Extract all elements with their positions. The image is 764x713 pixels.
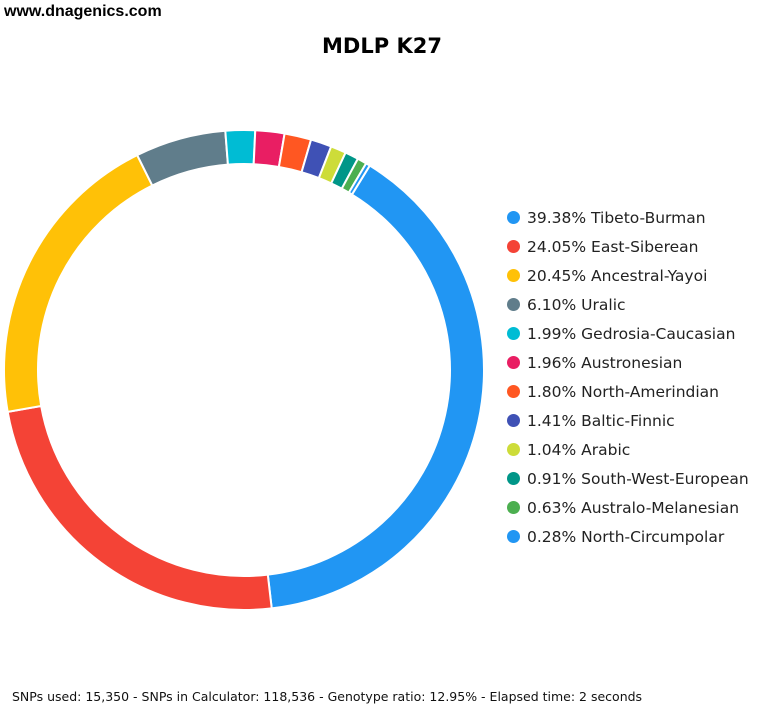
legend-item[interactable]: 1.99% Gedrosia-Caucasian	[507, 319, 764, 348]
legend-label: 39.38% Tibeto-Burman	[527, 208, 706, 227]
legend-item[interactable]: 24.05% East-Siberean	[507, 232, 764, 261]
legend-dot-icon	[507, 240, 520, 253]
legend-item[interactable]: 1.04% Arabic	[507, 435, 764, 464]
legend-item[interactable]: 0.28% North-Circumpolar	[507, 522, 764, 551]
legend-item[interactable]: 20.45% Ancestral-Yayoi	[507, 261, 764, 290]
legend-dot-icon	[507, 327, 520, 340]
legend-dot-icon	[507, 443, 520, 456]
legend-item[interactable]: 39.38% Tibeto-Burman	[507, 203, 764, 232]
legend-label: 6.10% Uralic	[527, 295, 626, 314]
legend-dot-icon	[507, 269, 520, 282]
legend-label: 1.96% Austronesian	[527, 353, 683, 372]
legend-item[interactable]: 0.63% Australo-Melanesian	[507, 493, 764, 522]
legend-label: 24.05% East-Siberean	[527, 237, 699, 256]
donut-slice-tibeto-burman[interactable]	[266, 164, 485, 610]
legend-dot-icon	[507, 356, 520, 369]
donut-slice-ancestral-yayoi[interactable]	[3, 153, 154, 414]
legend-item[interactable]: 0.91% South-West-European	[507, 464, 764, 493]
legend-label: 1.80% North-Amerindian	[527, 382, 719, 401]
site-name: www.dnagenics.com	[4, 3, 162, 20]
legend-label: 1.41% Baltic-Finnic	[527, 411, 675, 430]
chart-legend: 39.38% Tibeto-Burman 24.05% East-Siberean…	[507, 203, 764, 551]
legend-item[interactable]: 1.41% Baltic-Finnic	[507, 406, 764, 435]
footer-stats: SNPs used: 15,350 - SNPs in Calculator: …	[12, 689, 643, 704]
legend-label: 1.04% Arabic	[527, 440, 631, 459]
legend-item[interactable]: 6.10% Uralic	[507, 290, 764, 319]
legend-label: 0.63% Australo-Melanesian	[527, 498, 740, 517]
legend-dot-icon	[507, 298, 520, 311]
legend-label: 20.45% Ancestral-Yayoi	[527, 266, 708, 285]
legend-dot-icon	[507, 472, 520, 485]
legend-label: 1.99% Gedrosia-Caucasian	[527, 324, 736, 343]
legend-item[interactable]: 1.96% Austronesian	[507, 348, 764, 377]
chart-title: MDLP K27	[322, 34, 442, 58]
donut-slice-east-siberean[interactable]	[6, 404, 273, 611]
donut-slice-uralic[interactable]	[135, 129, 230, 187]
legend-dot-icon	[507, 385, 520, 398]
legend-dot-icon	[507, 414, 520, 427]
donut-slice-gedrosia-caucasian[interactable]	[224, 129, 257, 166]
donut-slice-north-circumpolar[interactable]	[347, 162, 372, 196]
legend-dot-icon	[507, 530, 520, 543]
legend-label: 0.91% South-West-European	[527, 469, 749, 488]
legend-item[interactable]: 1.80% North-Amerindian	[507, 377, 764, 406]
legend-dot-icon	[507, 211, 520, 224]
legend-label: 0.28% North-Circumpolar	[527, 527, 725, 546]
legend-dot-icon	[507, 501, 520, 514]
